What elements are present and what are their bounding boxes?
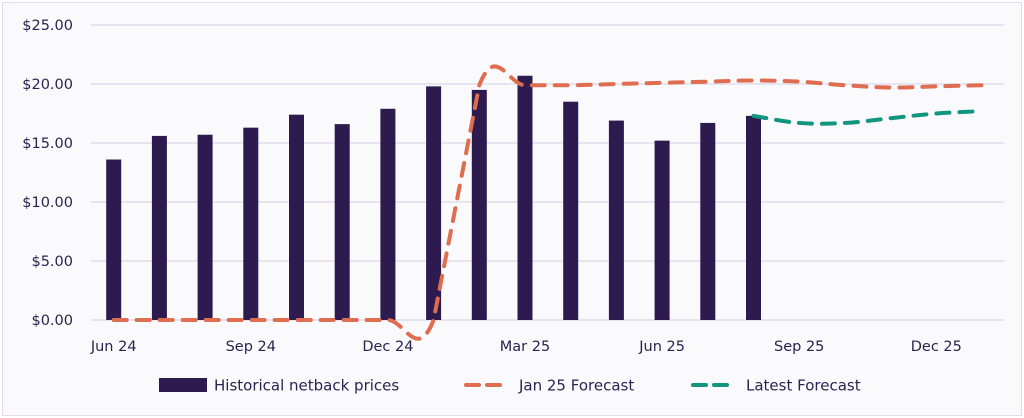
x-tick-label: Jun 24	[90, 339, 137, 355]
bar-oct-24	[289, 114, 304, 321]
x-tick-label: Jun 25	[638, 339, 685, 355]
y-tick-label: $15.00	[22, 136, 73, 152]
bar-aug-25	[746, 115, 761, 320]
bar-aug-24	[197, 134, 213, 320]
x-tick-label: Dec 24	[362, 339, 413, 355]
bar-jun-25	[654, 140, 670, 320]
x-tick-label: Sep 25	[774, 339, 824, 355]
bar-jul-24	[151, 135, 167, 320]
x-tick-label: Mar 25	[500, 339, 550, 355]
y-tick-label: $10.00	[22, 195, 73, 211]
legend-label: Latest Forecast	[746, 377, 861, 395]
bar-nov-24	[334, 124, 350, 321]
y-tick-label: $5.00	[31, 254, 73, 270]
chart: $0.00 $5.00 $10.00 $15.00 $20.00 $25.00 Jun 2…	[22, 18, 1004, 395]
x-tick-label: Sep 24	[226, 339, 276, 355]
line-jan-25-forecast	[111, 64, 984, 341]
line-latest-forecast	[751, 109, 984, 126]
bar-dec-24	[380, 108, 396, 320]
y-tick-label: $25.00	[22, 18, 73, 34]
bar-apr-25	[563, 101, 579, 320]
bar-jul-25	[700, 122, 716, 320]
legend-label: Historical netback prices	[214, 377, 399, 395]
bar-feb-25	[471, 89, 487, 321]
legend-item-jan-25-forecast: Jan 25 Forecast	[464, 377, 634, 395]
bar-may-25	[608, 120, 624, 320]
legend-label: Jan 25 Forecast	[518, 377, 634, 395]
legend-item-historical-netback-prices: Historical netback prices	[159, 377, 399, 395]
legend-swatch	[159, 378, 207, 392]
y-tick-label: $0.00	[31, 313, 73, 329]
y-tick-label: $20.00	[22, 77, 73, 93]
bar-sep-24	[243, 127, 259, 320]
x-tick-label: Dec 25	[911, 339, 962, 355]
bar-jun-24	[106, 159, 122, 320]
legend-item-latest-forecast: Latest Forecast	[691, 377, 861, 395]
bar-mar-25	[517, 75, 533, 321]
bar-jan-25	[426, 86, 442, 320]
